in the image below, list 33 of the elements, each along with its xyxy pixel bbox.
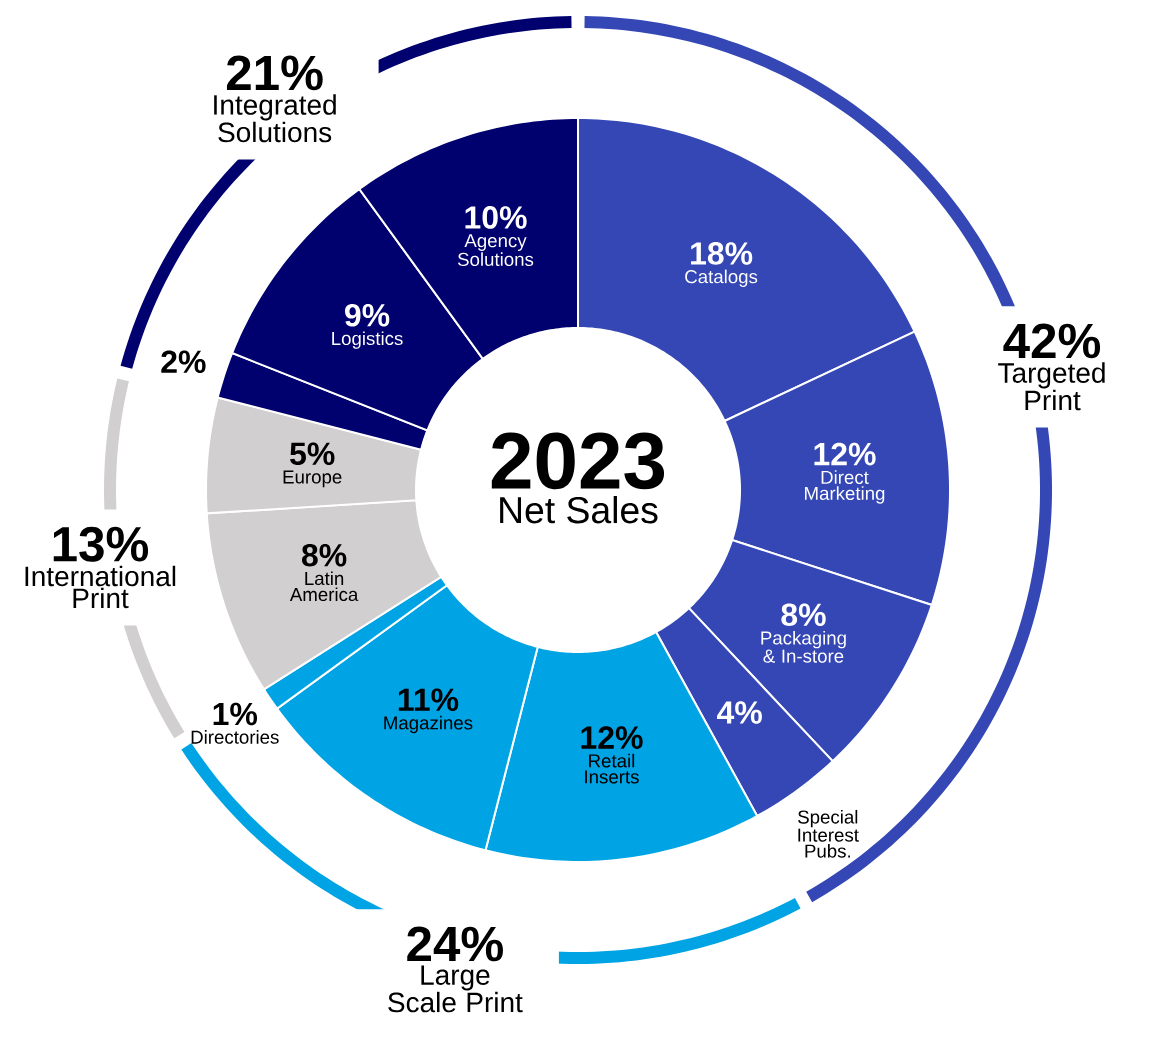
data-label: 18% (691, 242, 753, 265)
data-label: 42% (1003, 323, 1101, 359)
data-label: 13% (53, 526, 149, 562)
slice-label: Directories (191, 730, 279, 744)
data-label: 9% (345, 303, 390, 327)
data-label: 5% (290, 442, 335, 466)
data-label: 10% (465, 206, 527, 229)
slice-label: Magazines (384, 715, 473, 734)
slice-label: Latin America (289, 571, 359, 602)
data-label: 12% (581, 726, 643, 749)
text: 2023 (491, 432, 665, 490)
slice-label: Packaging & In-store (761, 630, 846, 663)
slice-label: Retail Inserts (585, 753, 639, 784)
data-label: 1% (213, 702, 258, 726)
slice-label: Catalogs (685, 269, 758, 287)
data-label: 2% (161, 350, 206, 374)
slice-label: Direct Marketing (805, 470, 885, 504)
slice-label: Large Scale Print (388, 965, 523, 1013)
text: Net Sales (500, 496, 658, 524)
slice-label: Targeted Print (998, 362, 1105, 411)
slice-label: Europe (283, 470, 342, 488)
slice-label: Logistics (332, 331, 403, 349)
data-label: 24% (407, 926, 503, 962)
data-label: 4% (717, 701, 762, 724)
slice-label: Special Interest Pubs. (798, 809, 859, 858)
data-label: 12% (814, 442, 876, 466)
slice-label: International Print (25, 565, 176, 609)
data-label: 8% (301, 543, 347, 567)
data-label: 21% (226, 55, 323, 91)
slice-label: Integrated Solutions (214, 94, 336, 143)
data-label: 11% (398, 688, 459, 711)
slice-label: Agency Solutions (457, 234, 534, 267)
data-label: 8% (781, 603, 826, 627)
